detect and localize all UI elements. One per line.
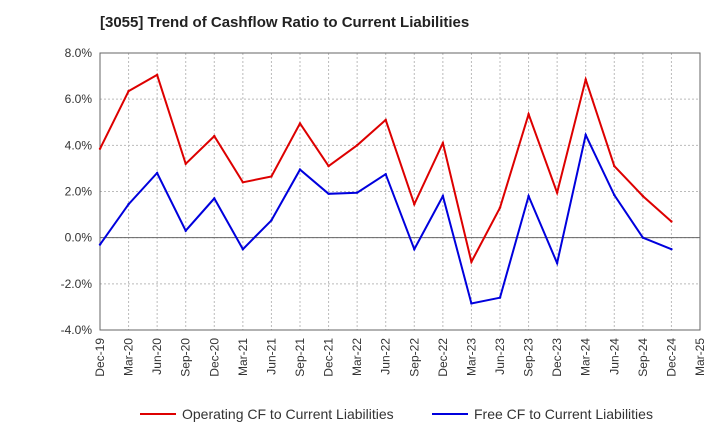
data-point: [613, 193, 616, 197]
data-point: [384, 172, 387, 176]
data-point: [384, 118, 387, 122]
data-point: [127, 89, 130, 93]
legend-label: Operating CF to Current Liabilities: [182, 406, 394, 422]
x-tick-label: Dec-22: [436, 338, 450, 377]
data-point: [98, 147, 102, 150]
data-point: [270, 219, 273, 222]
x-tick-label: Jun-22: [379, 338, 393, 375]
x-tick-label: Sep-24: [636, 338, 650, 377]
data-point: [155, 171, 159, 175]
data-point: [498, 206, 502, 209]
data-point: [184, 229, 187, 232]
y-tick-label: 0.0%: [65, 231, 93, 245]
x-tick-label: Dec-20: [207, 338, 221, 377]
data-point: [241, 248, 245, 251]
x-tick-label: Sep-20: [179, 338, 193, 377]
x-tick-label: Jun-23: [493, 338, 507, 375]
data-point: [498, 296, 502, 299]
y-tick-label: 2.0%: [65, 185, 93, 199]
data-point: [641, 194, 645, 198]
data-point: [441, 141, 445, 145]
data-point: [470, 260, 473, 264]
x-tick-label: Dec-23: [550, 338, 564, 377]
plot-frame: [99, 52, 701, 331]
data-point: [155, 73, 159, 77]
data-point: [327, 164, 330, 168]
x-tick-label: Dec-24: [664, 338, 678, 377]
x-tick-label: Mar-21: [236, 338, 250, 376]
x-tick-label: Mar-25: [693, 338, 707, 376]
data-point: [670, 220, 673, 223]
x-tick-label: Jun-21: [264, 338, 278, 375]
legend-label: Free CF to Current Liabilities: [474, 406, 653, 422]
x-tick-label: Jun-20: [150, 338, 164, 375]
data-point: [441, 194, 445, 198]
y-tick-label: -2.0%: [61, 277, 93, 291]
data-point: [413, 248, 416, 251]
data-point: [355, 144, 359, 147]
data-point: [527, 112, 530, 116]
data-point: [641, 236, 645, 239]
data-point: [98, 243, 102, 246]
x-tick-label: Mar-23: [464, 338, 478, 376]
data-point: [584, 133, 587, 137]
data-point: [555, 191, 559, 194]
x-tick-label: Jun-24: [607, 338, 621, 375]
y-tick-label: -4.0%: [61, 323, 93, 337]
data-point: [670, 248, 673, 251]
data-point: [470, 302, 473, 305]
y-tick-label: 4.0%: [65, 138, 93, 152]
data-point: [213, 197, 216, 200]
data-point: [127, 202, 130, 206]
data-point: [413, 202, 416, 206]
x-tick-label: Dec-21: [322, 338, 336, 377]
data-point: [270, 175, 273, 178]
x-tick-label: Sep-23: [522, 338, 536, 377]
x-tick-label: Dec-19: [93, 338, 107, 377]
data-point: [184, 162, 187, 165]
x-tick-label: Mar-22: [350, 338, 364, 376]
data-point: [327, 192, 330, 196]
y-tick-label: 8.0%: [65, 46, 93, 60]
data-point: [355, 191, 359, 194]
data-point: [555, 261, 559, 265]
data-point: [613, 164, 616, 168]
x-tick-label: Mar-20: [122, 338, 136, 376]
data-point: [298, 168, 302, 171]
y-tick-label: 6.0%: [65, 92, 93, 106]
data-point: [527, 194, 530, 198]
x-tick-label: Sep-22: [407, 338, 421, 377]
data-point: [298, 122, 302, 125]
data-point: [241, 181, 245, 184]
data-point: [584, 78, 587, 81]
x-tick-label: Sep-21: [293, 338, 307, 377]
data-point: [213, 134, 216, 138]
x-tick-label: Mar-24: [579, 338, 593, 376]
chart-title: [3055] Trend of Cashflow Ratio to Curren…: [100, 14, 470, 31]
